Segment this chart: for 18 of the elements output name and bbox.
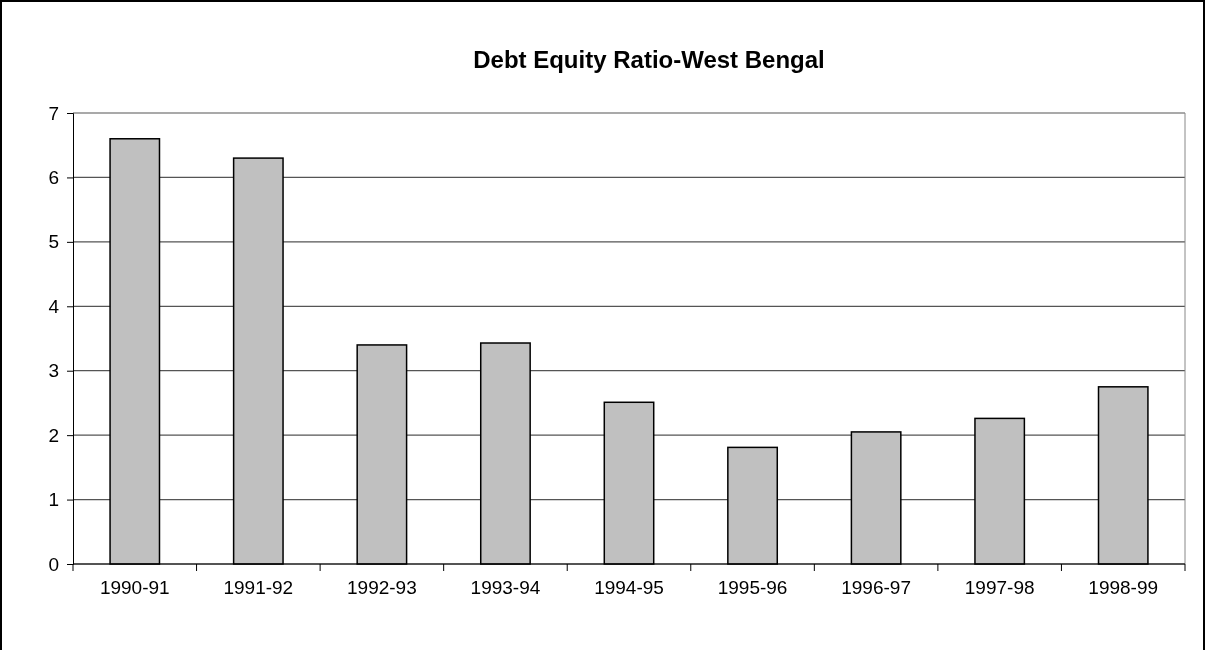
x-tick-label: 1997-98 <box>964 577 1035 598</box>
x-tick-label: 1993-94 <box>470 577 541 598</box>
x-tick-label: 1991-92 <box>223 577 294 598</box>
y-tick-label: 5 <box>48 231 59 253</box>
y-tick-label: 0 <box>48 553 59 575</box>
y-tick-label: 4 <box>48 295 60 317</box>
x-tick-label: 1996-97 <box>841 577 911 598</box>
y-tick-label: 2 <box>48 424 59 446</box>
chart-title: Debt Equity Ratio-West Bengal <box>473 46 825 73</box>
x-tick-label: 1995-96 <box>717 577 788 598</box>
y-tick-label: 1 <box>48 489 59 511</box>
x-tick-label: 1992-93 <box>347 577 417 598</box>
y-tick-label: 7 <box>48 102 59 124</box>
x-tick-label: 1990-91 <box>99 577 170 598</box>
x-tick-label: 1994-95 <box>594 577 664 598</box>
x-tick-label: 1998-99 <box>1088 577 1159 598</box>
y-tick-label: 3 <box>48 360 59 382</box>
y-tick-label: 6 <box>48 167 59 189</box>
